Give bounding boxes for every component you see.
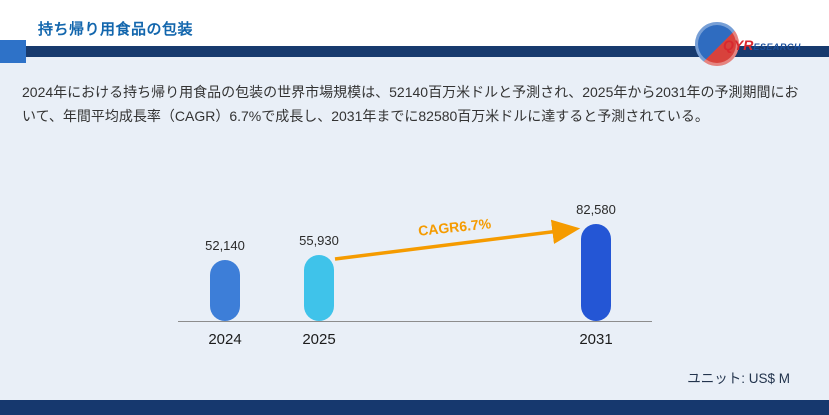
bar-group-2031: 82,580: [556, 202, 636, 321]
x-axis-label-2024: 2024: [208, 331, 242, 348]
bar-2031: [581, 224, 611, 321]
bar-value-2025: 55,930: [299, 233, 339, 248]
bar-value-2031: 82,580: [576, 202, 616, 217]
market-summary-text: 2024年における持ち帰り用食品の包装の世界市場規模は、52140百万米ドルと予…: [22, 84, 799, 125]
bar-2025: [304, 255, 334, 321]
x-axis-label-2025: 2025: [302, 331, 336, 348]
page-title: 持ち帰り用食品の包装: [38, 21, 194, 38]
content-panel: [0, 57, 829, 400]
qyresearch-logo[interactable]: QYRESEARCH: [695, 22, 805, 68]
unit-label: ユニット: US$ M: [687, 371, 790, 386]
bar-group-2025: 55,930: [279, 233, 359, 321]
logo-text-part2: ESEARCH: [753, 42, 801, 52]
footer-bar: [0, 400, 829, 415]
bar-2024: [210, 260, 240, 321]
x-axis-label-2031: 2031: [579, 331, 613, 348]
logo-text-part1: QYR: [723, 37, 754, 53]
header-accent-square: [0, 40, 26, 63]
bar-value-2024: 52,140: [205, 238, 245, 253]
chart-baseline: [178, 321, 652, 322]
cagr-growth-arrow-icon: [334, 219, 581, 261]
globe-logo-icon: [695, 22, 739, 66]
header-divider-bar: [0, 46, 829, 57]
bar-group-2024: 52,140: [185, 238, 265, 321]
logo-text: QYRESEARCH: [723, 37, 801, 55]
